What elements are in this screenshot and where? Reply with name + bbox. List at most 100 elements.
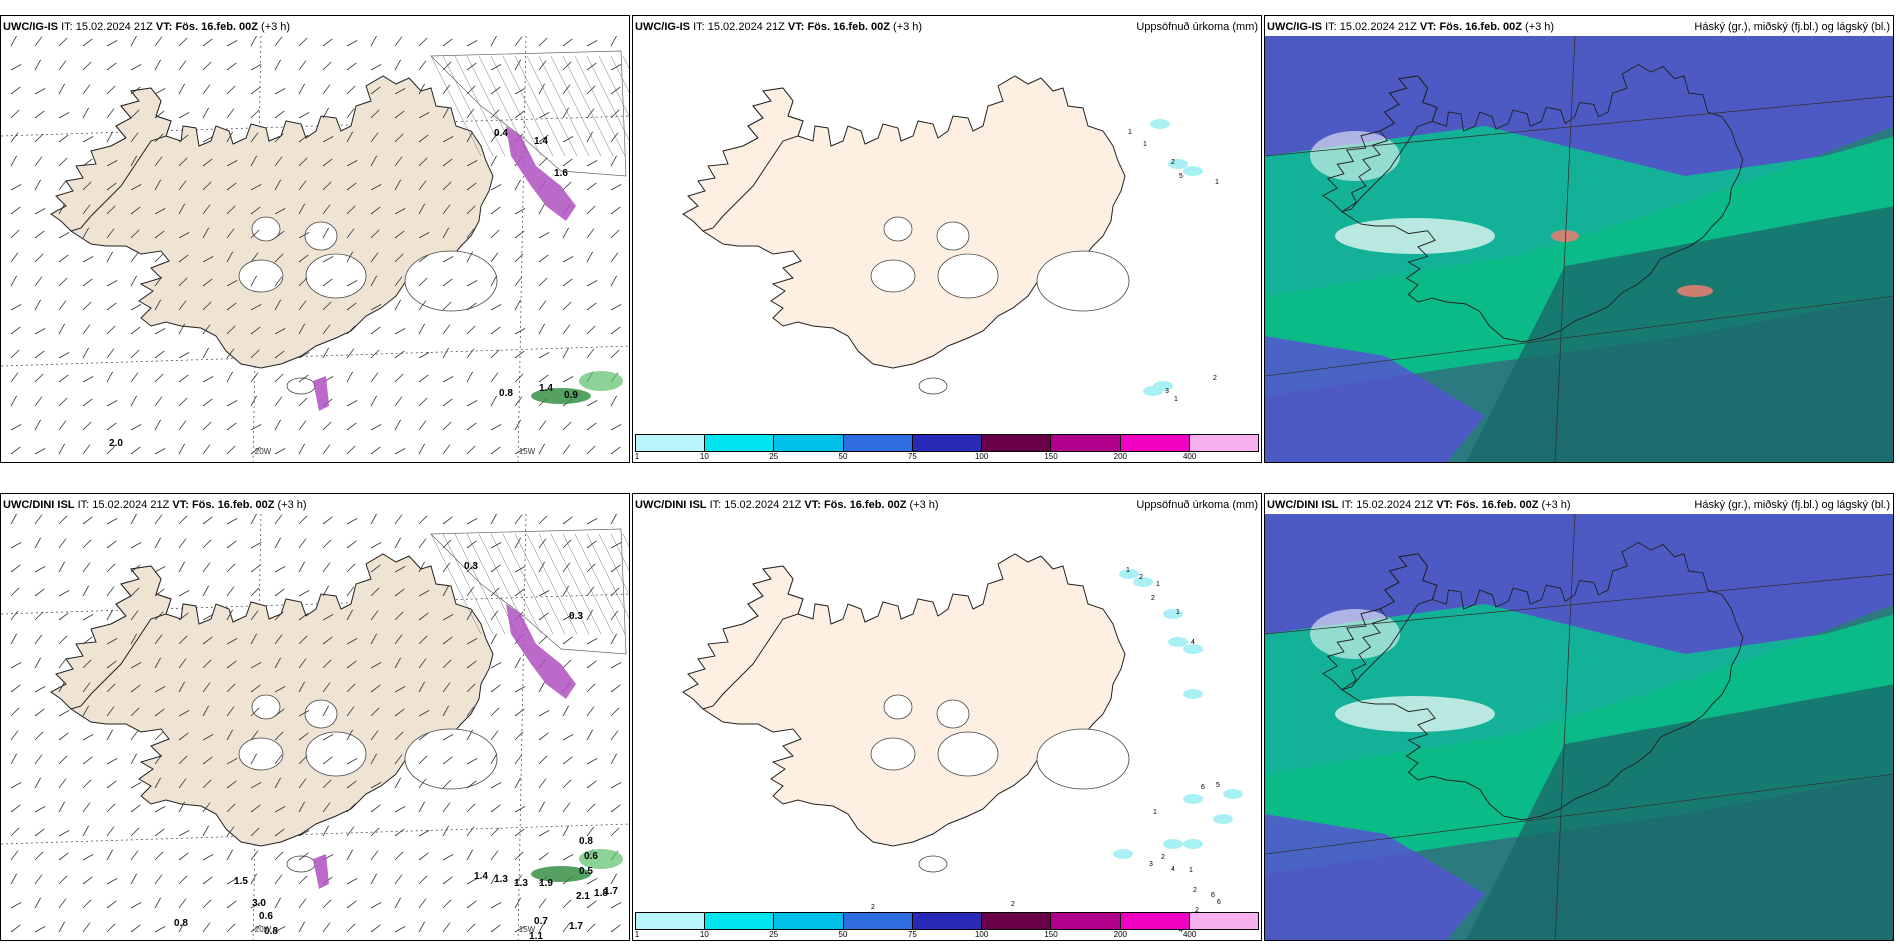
wind-barb — [226, 160, 238, 167]
wind-barb — [34, 777, 42, 789]
wind-barb — [298, 681, 306, 693]
wind-barb — [586, 706, 595, 717]
wind-barb — [10, 109, 20, 119]
wind-barb — [394, 133, 404, 143]
wind-barb — [586, 586, 595, 597]
wind-barb — [154, 110, 165, 119]
wind-value-label: 0.8 — [499, 388, 513, 399]
wind-barb — [202, 256, 214, 263]
colorbar-tick-label: 400 — [1182, 930, 1197, 939]
wind-barb — [178, 397, 188, 407]
wind-barb — [82, 421, 92, 431]
hatch-line — [442, 55, 494, 157]
wind-barb — [58, 658, 67, 669]
wind-barb — [514, 731, 524, 741]
wind-barb — [34, 350, 45, 359]
panel-right-title: Háský (gr.), miðský (fj.bl.) og lágský (… — [1694, 499, 1890, 511]
wind-barb — [322, 256, 334, 263]
wind-barb — [466, 878, 478, 885]
wind-barb — [322, 181, 332, 191]
wind-barb — [514, 179, 522, 191]
wind-barb — [202, 562, 211, 573]
wind-barb — [130, 229, 140, 239]
wind-barb — [10, 64, 22, 71]
wind-barb — [226, 923, 236, 933]
wind-barb — [466, 518, 478, 525]
wind-map: 0.4 1.4 1.6 0.8 1.4 0.9 2.0 20W 15W — [1, 36, 629, 462]
wind-value-label: 1.4 — [474, 871, 488, 882]
wind-barb — [106, 923, 116, 933]
wind-barb — [394, 419, 402, 431]
wind-barb — [586, 923, 596, 933]
wind-barb — [130, 850, 139, 861]
wind-barb — [178, 37, 188, 47]
wind-barb — [130, 730, 139, 741]
wind-barb — [250, 542, 262, 549]
wind-barb — [418, 538, 427, 549]
wind-barb — [154, 396, 163, 407]
wind-barb — [442, 922, 451, 933]
wind-barb — [154, 156, 163, 167]
glacier-shape — [305, 253, 367, 299]
wind-barb — [154, 514, 163, 525]
wind-barb — [442, 61, 452, 71]
wind-barb — [610, 229, 620, 239]
wind-barb — [202, 779, 212, 789]
wind-barb — [418, 658, 427, 669]
wind-barb — [346, 62, 357, 71]
wind-barb — [178, 612, 189, 621]
wind-barb — [346, 205, 356, 215]
westfjords-outline — [682, 565, 804, 710]
wind-barb — [490, 109, 500, 119]
wind-barb — [202, 158, 213, 167]
wind-barb — [370, 902, 382, 909]
wind-barb — [346, 923, 356, 933]
wind-barb — [346, 108, 355, 119]
wind-value-label: 1.7 — [569, 921, 583, 932]
wind-barb — [418, 681, 426, 693]
wind-barb — [322, 347, 330, 359]
wind-barb — [250, 275, 258, 287]
wind-barb — [370, 229, 380, 239]
clear-sky-patch — [1335, 696, 1495, 732]
wind-barb — [274, 59, 282, 71]
wind-barb — [154, 611, 164, 621]
wind-barb — [370, 326, 381, 335]
wind-barb — [274, 806, 286, 813]
wind-barb — [322, 136, 334, 143]
wind-barb — [130, 542, 142, 549]
wind-barb — [418, 852, 429, 861]
wind-barb — [226, 422, 237, 431]
colorbar-segment — [843, 435, 913, 451]
wind-barb — [10, 873, 18, 885]
precip-area — [1183, 794, 1203, 804]
wind-barb — [490, 662, 502, 669]
precip-area — [1113, 849, 1133, 859]
wind-barb — [562, 825, 570, 837]
precip-area — [1133, 577, 1153, 587]
wind-barb — [106, 422, 117, 431]
wind-barb — [442, 227, 450, 239]
wind-barb — [130, 304, 142, 311]
wind-barb — [106, 182, 117, 191]
wind-barb — [154, 731, 164, 741]
wind-barb — [298, 778, 307, 789]
panel-right-title: Uppsöfnuð úrkoma (mm) — [1136, 21, 1258, 33]
glacier-shape — [404, 728, 498, 790]
wind-barb — [82, 682, 91, 693]
wind-barb — [610, 684, 621, 693]
wind-barb — [58, 612, 69, 621]
panel-title: UWC/IG-IS IT: 15.02.2024 21Z VT: Fös. 16… — [635, 21, 923, 33]
wind-barb — [394, 806, 406, 813]
wind-barb — [346, 900, 357, 909]
sea-ice-hatch — [430, 528, 627, 655]
longitude-line — [252, 36, 262, 462]
wind-barb — [130, 132, 139, 143]
wind-barb — [34, 448, 46, 455]
wind-barb — [346, 849, 354, 861]
wind-barb — [250, 64, 262, 71]
hatch-line — [574, 533, 626, 635]
wind-barb — [202, 38, 213, 47]
wind-barb — [130, 804, 141, 813]
hatch-line — [538, 55, 590, 157]
